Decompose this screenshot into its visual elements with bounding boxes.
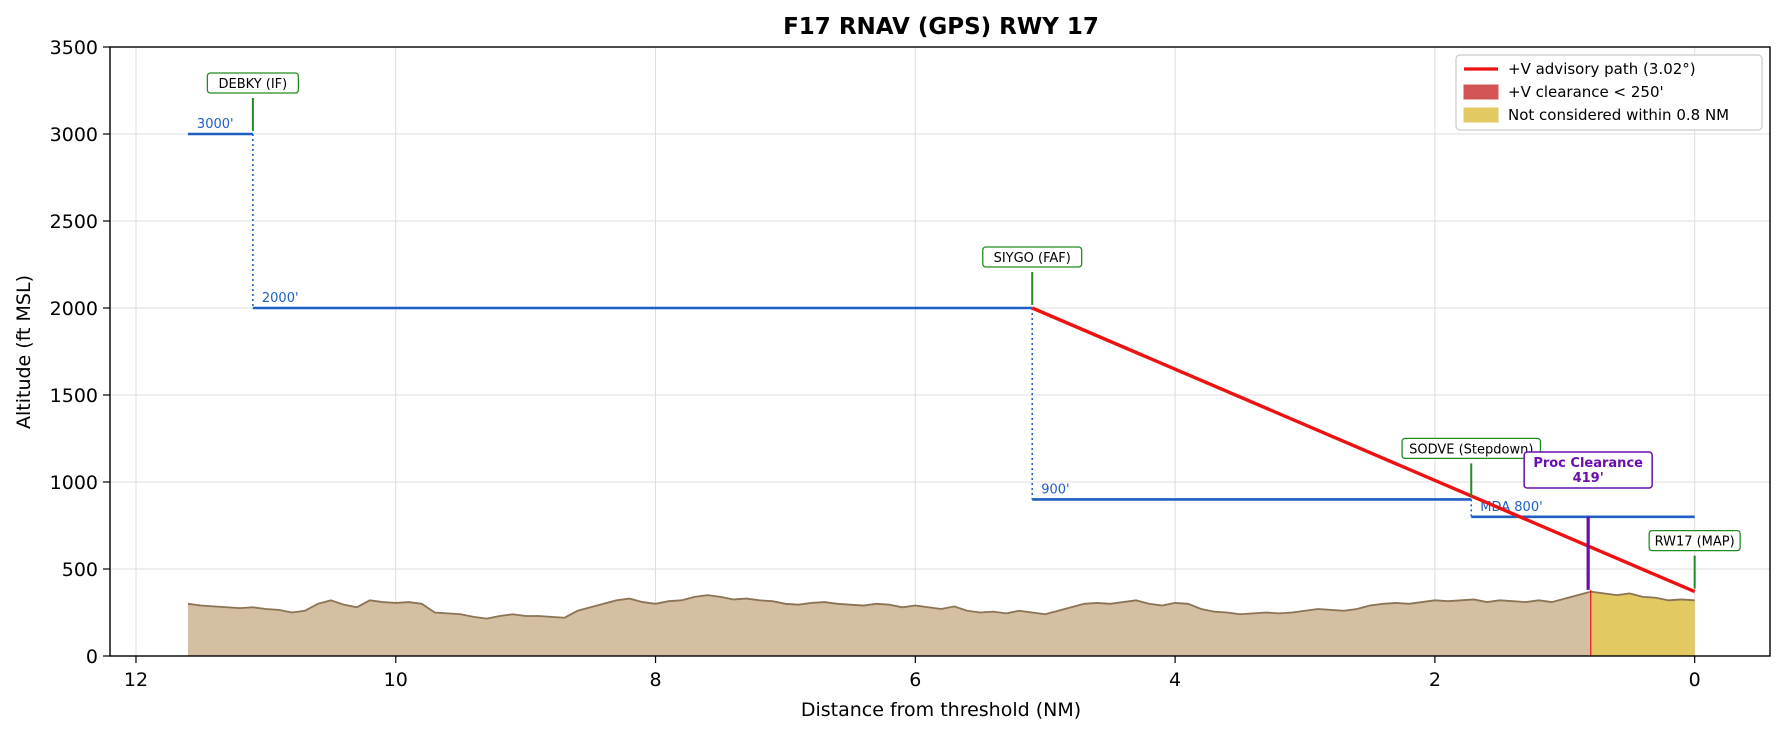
legend-box xyxy=(1455,54,1763,131)
x-axis-label: Distance from threshold (NM) xyxy=(801,699,1081,721)
fix-marker: RW17 (MAP) xyxy=(1648,529,1741,552)
fix-label-box xyxy=(1401,437,1542,460)
y-tick-label: 2000 xyxy=(50,298,98,320)
x-tick-label: 8 xyxy=(649,669,661,691)
x-axis-ticks: 12 10 8 6 4 2 0 xyxy=(124,656,1701,691)
y-tick-label: 500 xyxy=(62,559,98,581)
clearance-title: Proc Clearance xyxy=(1533,456,1643,471)
fix-label-box xyxy=(206,72,300,94)
y-tick-label: 0 xyxy=(86,646,98,668)
y-axis-label: Altitude (ft MSL) xyxy=(13,275,35,429)
y-tick-label: 3500 xyxy=(50,37,98,59)
legend-entry: +V advisory path (3.02°) xyxy=(1508,60,1696,78)
fix-label-box xyxy=(1648,529,1741,552)
segment-label: 2000' xyxy=(262,291,299,306)
x-tick-label: 2 xyxy=(1429,669,1441,691)
x-tick-label: 10 xyxy=(384,669,408,691)
glidepath-layer xyxy=(1031,306,1696,594)
fix-marker: SODVE (Stepdown) xyxy=(1401,437,1542,460)
legend-entry: Not considered within 0.8 NM xyxy=(1508,106,1729,124)
segment-label: MDA 800' xyxy=(1480,500,1542,515)
procedure-segments: 3000' 2000' 900' MDA 800' xyxy=(187,117,1695,519)
y-tick-label: 2500 xyxy=(50,211,98,233)
clearance-value: 419' xyxy=(1573,471,1604,486)
plot-frame xyxy=(109,46,1771,657)
glidepath-line xyxy=(1031,306,1696,594)
fix-markers: DEBKY (IF) SIYGO (FAF) SODVE (Stepdown) RW1… xyxy=(206,72,1741,589)
fix-label: RW17 (MAP) xyxy=(1655,535,1735,550)
terrain-profile xyxy=(187,589,1695,656)
legend-swatch-patch xyxy=(1463,107,1499,123)
fix-marker: SIYGO (FAF) xyxy=(982,246,1083,268)
segment-label: 3000' xyxy=(197,117,234,132)
terrain-line xyxy=(187,590,1695,620)
clearance-box xyxy=(1523,451,1653,489)
fix-label-box xyxy=(982,246,1083,268)
fix-label: DEBKY (IF) xyxy=(219,77,288,92)
legend: +V advisory path (3.02°) +V clearance < 2… xyxy=(1455,54,1763,131)
x-tick-label: 12 xyxy=(124,669,148,691)
excluded-zone-fill xyxy=(1590,591,1695,656)
chart-title: F17 RNAV (GPS) RWY 17 xyxy=(783,14,1099,40)
legend-entry: +V clearance < 250' xyxy=(1508,83,1664,101)
fix-marker: DEBKY (IF) xyxy=(206,72,300,94)
y-tick-label: 1000 xyxy=(50,472,98,494)
legend-swatch-patch xyxy=(1463,84,1499,100)
y-tick-label: 1500 xyxy=(50,385,98,407)
x-tick-label: 0 xyxy=(1689,669,1701,691)
x-tick-label: 4 xyxy=(1169,669,1181,691)
y-axis-ticks: 0 500 1000 1500 2000 2500 3000 3500 xyxy=(50,37,110,668)
terrain-fill xyxy=(187,591,1695,656)
fix-label: SIYGO (FAF) xyxy=(994,251,1071,266)
fix-label: SODVE (Stepdown) xyxy=(1409,442,1533,457)
y-tick-label: 3000 xyxy=(50,124,98,146)
segment-label: 900' xyxy=(1041,482,1069,497)
x-tick-label: 6 xyxy=(909,669,921,691)
